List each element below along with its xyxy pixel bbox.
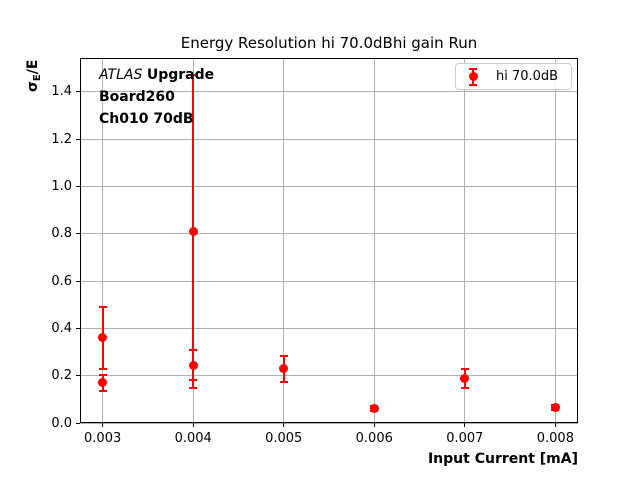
x-tick-label: 0.008 [536,431,574,446]
data-point [369,404,379,414]
data-point [98,378,108,388]
y-tick-label: 1.0 [51,178,72,194]
channel-label: Ch010 70dB [99,111,194,127]
x-gridline [464,58,466,423]
x-tick [192,423,194,427]
legend: hi 70.0dB [455,63,572,90]
x-tick [283,423,285,427]
x-tick-label: 0.004 [174,431,212,446]
x-tick [464,423,466,427]
data-point [188,360,198,370]
x-tick [102,423,104,427]
y-tick-label: 0.2 [51,368,72,384]
y-gridline [80,91,578,93]
y-tick-label: 0.6 [51,273,72,289]
board-label: Board260 [99,89,175,105]
errorbar-cap-bottom [279,380,288,383]
data-point [550,403,560,413]
y-tick-label: 0.8 [51,226,72,242]
x-gridline [283,58,285,423]
y-tick [76,233,80,235]
y-tick [76,91,80,93]
y-axis-label-sigma: σ [25,81,41,92]
x-axis-label: Input Current [mA] [427,451,578,467]
errorbar-cap-top [189,74,198,77]
atlas-annotation: ATLAS Upgrade Board260 Ch010 70dB [99,64,214,130]
x-tick-label: 0.003 [84,431,122,446]
errorbar-marker-cap-top [469,67,477,70]
y-gridline [80,280,578,282]
x-gridline [373,58,375,423]
upgrade-tag: Upgrade [146,67,215,83]
y-gridline [80,375,578,377]
y-axis-label-subscript: E [32,74,43,82]
errorbar-cap-top [279,354,288,357]
y-axis-label-rest: /E [25,59,41,75]
y-tick-label: 1.2 [51,131,72,147]
y-tick [76,138,80,140]
x-tick [373,423,375,427]
x-tick-label: 0.005 [265,431,303,446]
chart-title: Energy Resolution hi 70.0dBhi gain Run [180,34,478,52]
data-point [98,333,108,343]
y-gridline [80,422,578,424]
data-point [279,364,289,374]
x-tick [554,423,556,427]
legend-label: hi 70.0dB [496,69,559,84]
data-point [460,373,470,383]
x-tick-label: 0.007 [446,431,484,446]
x-gridline [554,58,556,423]
y-tick [76,422,80,424]
y-tick-label: 1.4 [51,84,72,100]
errorbar-cap-top [98,306,107,309]
y-axis-label: σE/E [25,60,43,92]
x-gridline [102,58,104,423]
y-gridline [80,185,578,187]
errorbar-marker-icon [465,67,481,86]
errorbar-cap-bottom [98,367,107,370]
y-gridline [80,327,578,329]
y-gridline [80,138,578,140]
y-tick [76,327,80,329]
errorbar-cap-bottom [189,379,198,382]
errorbar-marker-dot [468,72,478,81]
x-tick-label: 0.006 [355,431,393,446]
data-point [188,226,198,236]
y-tick [76,185,80,187]
y-tick-label: 0.4 [51,320,72,336]
experiment-name: ATLAS [99,67,143,83]
annotation-line-1: ATLAS Upgrade [99,64,214,86]
errorbar-cap-bottom [189,386,198,389]
errorbar-cap-top [189,348,198,351]
errorbar-cap-top [460,367,469,370]
errorbar-marker-cap-bottom [469,83,477,86]
y-tick [76,375,80,377]
errorbar-cap-bottom [98,390,107,393]
y-tick-label: 0.0 [51,415,72,431]
errorbar-cap-top [98,373,107,376]
y-tick [76,280,80,282]
errorbar-cap-bottom [460,386,469,389]
y-gridline [80,233,578,235]
plot-area [80,58,578,423]
